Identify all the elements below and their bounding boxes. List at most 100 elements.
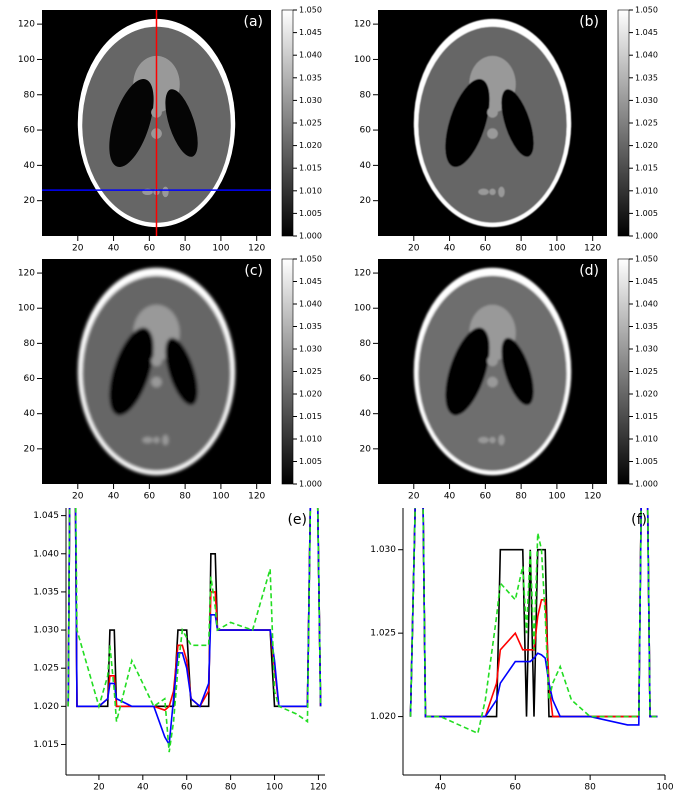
x-tick-label: 80 — [179, 244, 191, 254]
colorbar-tick-label: 1.030 — [299, 345, 322, 354]
plot-area — [67, 508, 322, 753]
x-tick-label: 120 — [584, 244, 601, 254]
colorbar-tick-label: 1.015 — [299, 412, 322, 421]
y-tick-label: 60 — [24, 374, 36, 384]
phantom — [42, 10, 271, 236]
colorbar — [281, 9, 294, 237]
y-tick-label: 120 — [18, 20, 35, 30]
colorbar-tick-label: 1.045 — [299, 28, 322, 37]
phantom-body — [77, 267, 236, 476]
small-spot — [478, 188, 489, 196]
x-tick-label: 120 — [248, 492, 265, 502]
panel-label: (a) — [243, 14, 263, 30]
colorbar-tick-label: 1.000 — [635, 480, 658, 489]
colorbar-tick-label: 1.010 — [299, 435, 322, 444]
x-tick-label: 20 — [72, 244, 84, 254]
x-tick-label: 40 — [108, 492, 120, 502]
x-tick-label: 80 — [515, 244, 527, 254]
panel-label: (d) — [579, 263, 599, 279]
colorbar-tick-label: 1.040 — [635, 300, 658, 309]
x-tick-label: 80 — [179, 492, 191, 502]
series-line — [67, 508, 322, 753]
y-tick-label: 60 — [24, 126, 36, 136]
colorbar-tick-label: 1.030 — [635, 96, 658, 105]
y-tick-label: 1.030 — [370, 545, 396, 555]
colorbar-tick-label: 1.015 — [635, 164, 658, 173]
left-ventricle — [109, 327, 154, 416]
small-spot — [498, 186, 505, 198]
x-tick-label: 60 — [510, 783, 522, 793]
x-tick-label: 100 — [212, 492, 229, 502]
colorbar-tick-label: 1.045 — [635, 277, 658, 286]
colorbar-tick-label: 1.035 — [635, 73, 658, 82]
x-tick-label: 20 — [72, 492, 84, 502]
x-tick-label: 80 — [584, 783, 596, 793]
small-spot — [489, 436, 496, 444]
colorbar-tick-label: 1.005 — [299, 457, 322, 466]
colorbar-tick-label: 1.000 — [299, 232, 322, 241]
y-tick-label: 100 — [18, 304, 35, 314]
colorbar-tick-label: 1.005 — [299, 209, 322, 218]
series-line — [409, 508, 658, 726]
small-spot — [162, 434, 169, 446]
phantom-body — [413, 18, 572, 228]
x-tick-label: 120 — [584, 492, 601, 502]
small-spot — [153, 436, 160, 444]
plot-area — [409, 508, 658, 735]
brain — [82, 275, 231, 471]
phantom — [413, 267, 572, 476]
y-tick-label: 60 — [360, 126, 372, 136]
colorbar-tick-label: 1.045 — [299, 277, 322, 286]
y-tick-label: 1.030 — [33, 626, 59, 636]
y-tick-label: 100 — [354, 304, 371, 314]
series-line — [67, 508, 322, 748]
y-tick-label: 100 — [18, 55, 35, 65]
phantom — [413, 18, 572, 228]
y-tick-label: 1.015 — [33, 740, 59, 750]
colorbar-tick-label: 1.035 — [299, 73, 322, 82]
y-tick-label: 1.025 — [33, 664, 59, 674]
left-ventricle — [445, 327, 490, 416]
colorbar-tick-label: 1.050 — [635, 6, 658, 15]
colorbar-tick-label: 1.040 — [635, 51, 658, 60]
phantom-body — [413, 267, 572, 476]
x-tick-label: 120 — [248, 244, 265, 254]
small-spot — [487, 128, 498, 139]
y-tick-label: 1.020 — [33, 702, 59, 712]
y-tick-label: 20 — [24, 444, 36, 454]
colorbar-tick-label: 1.025 — [635, 367, 658, 376]
x-tick-label: 40 — [444, 244, 456, 254]
y-tick-label: 120 — [354, 20, 371, 30]
x-tick-label: 100 — [548, 492, 565, 502]
y-tick-label: 80 — [360, 339, 372, 349]
x-tick-label: 40 — [444, 492, 456, 502]
colorbar-tick-label: 1.015 — [299, 164, 322, 173]
series-line — [409, 508, 658, 735]
x-tick-label: 20 — [408, 492, 420, 502]
colorbar-tick-label: 1.000 — [635, 232, 658, 241]
panel-label: (c) — [244, 263, 263, 279]
colorbar-tick-label: 1.030 — [299, 96, 322, 105]
x-tick-label: 100 — [212, 244, 229, 254]
colorbar-tick-label: 1.050 — [299, 255, 322, 264]
panel-label: (b) — [579, 14, 599, 30]
y-tick-label: 1.025 — [370, 629, 396, 639]
colorbar-tick-label: 1.005 — [635, 209, 658, 218]
colorbar-tick-label: 1.010 — [299, 186, 322, 195]
x-tick-label: 60 — [144, 492, 156, 502]
colorbar-tick-label: 1.025 — [635, 119, 658, 128]
right-ventricle — [165, 89, 198, 157]
x-tick-label: 20 — [93, 783, 105, 793]
colorbar-tick-label: 1.010 — [635, 186, 658, 195]
right-ventricle — [501, 89, 534, 157]
x-tick-label: 20 — [408, 244, 420, 254]
x-tick-label: 60 — [480, 492, 492, 502]
colorbar-tick-label: 1.040 — [299, 300, 322, 309]
right-ventricle — [501, 337, 534, 406]
small-spot — [487, 107, 498, 118]
colorbar-tick-label: 1.020 — [299, 141, 322, 150]
x-tick-label: 40 — [435, 783, 447, 793]
x-tick-label: 100 — [266, 783, 283, 793]
small-spot — [162, 186, 169, 198]
y-tick-label: 1.045 — [33, 511, 59, 521]
